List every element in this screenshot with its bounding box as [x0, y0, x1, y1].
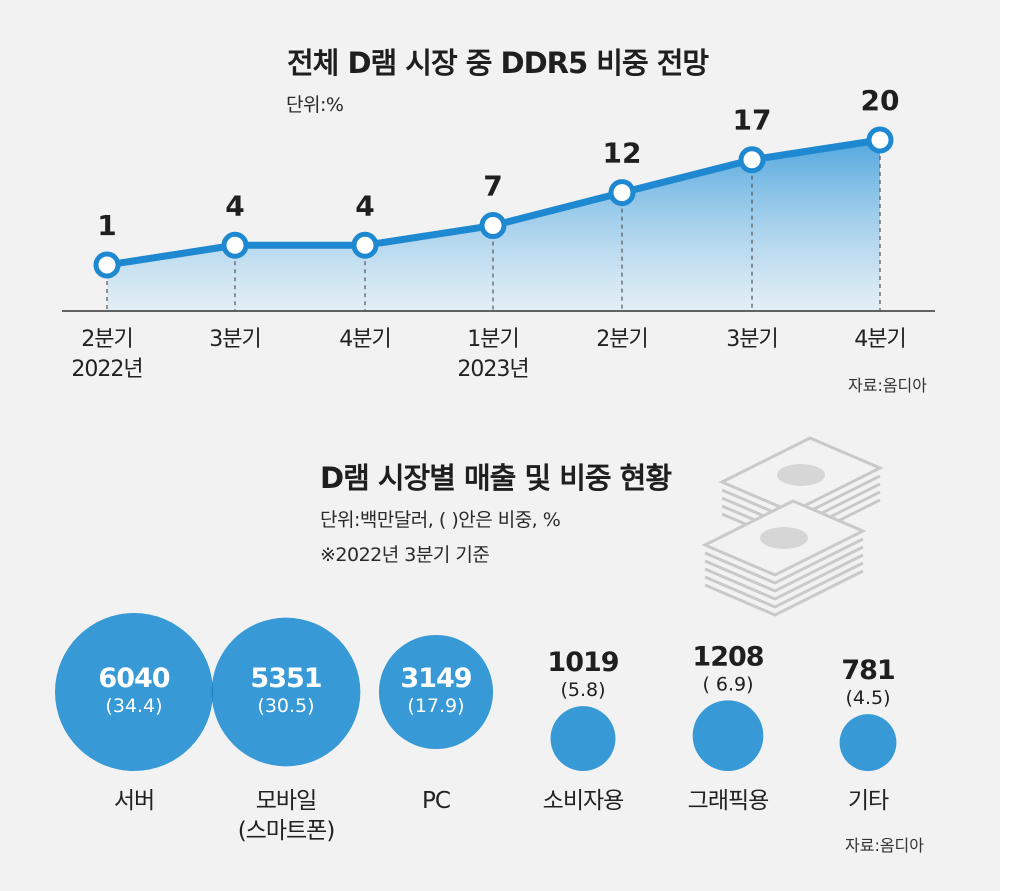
data-point [738, 146, 766, 174]
x-tick-label: 3분기 [726, 327, 777, 352]
bubble-category-label: PC [422, 788, 450, 814]
data-point [221, 231, 249, 259]
bubble-category-label: 모바일 [256, 788, 316, 814]
data-point [608, 179, 636, 207]
bubble-category-label: (스마트폰) [238, 818, 335, 844]
data-label: 20 [861, 84, 900, 117]
bubble-chart-title: D램 시장별 매출 및 비중 현황 [320, 461, 672, 495]
line-chart-title: 전체 D램 시장 중 DDR5 비중 전망 [287, 46, 709, 80]
bubble-category-label: 그래픽용 [688, 788, 769, 814]
bubble-category-label: 소비자용 [543, 788, 624, 814]
data-label: 1 [97, 209, 116, 242]
bubble-value-label: 1208 [692, 641, 763, 672]
bubble-category-label: 기타 [848, 788, 889, 814]
data-point [866, 126, 894, 154]
bubble-share-label: (34.4) [105, 695, 162, 717]
bubble-share-label: (17.9) [407, 695, 464, 717]
bubble [378, 634, 494, 750]
bubble-value-label: 3149 [400, 663, 471, 694]
bubble-share-label: (4.5) [845, 687, 890, 709]
data-label: 12 [603, 137, 642, 170]
x-tick-label: 2023년 [457, 357, 528, 382]
bubble [211, 617, 361, 767]
bubble-chart-note: ※2022년 3분기 기준 [320, 544, 490, 566]
bubble-chart-source: 자료:옴디아 [845, 836, 924, 855]
line-chart-source: 자료:옴디아 [848, 376, 927, 395]
data-point [93, 251, 121, 279]
data-point [479, 212, 507, 240]
line-chart-unit: 단위:% [286, 94, 344, 116]
data-label: 7 [483, 170, 502, 203]
bubble-value-label: 781 [841, 655, 894, 686]
x-tick-label: 2022년 [71, 357, 142, 382]
x-tick-label: 4분기 [339, 327, 390, 352]
bubble-category-label: 서버 [114, 788, 154, 814]
bubble-share-label: ( 6.9) [702, 673, 753, 695]
bubble [55, 613, 213, 771]
data-label: 17 [733, 104, 772, 137]
x-tick-label: 3분기 [209, 327, 260, 352]
x-tick-label: 4분기 [854, 327, 905, 352]
bubble-value-label: 1019 [547, 647, 618, 678]
bubble [839, 714, 897, 771]
page-margin [1000, 0, 1009, 891]
bubble-value-label: 5351 [250, 663, 321, 694]
data-label: 4 [225, 189, 244, 222]
bubble [692, 700, 764, 771]
data-point [351, 231, 379, 259]
x-tick-label: 2분기 [81, 327, 132, 352]
bubble-share-label: (30.5) [257, 695, 314, 717]
x-tick-label: 2분기 [596, 327, 647, 352]
bubble-overlap [211, 681, 214, 703]
x-tick-label: 1분기 [467, 327, 518, 352]
data-label: 4 [355, 189, 374, 222]
bubble [550, 706, 616, 771]
bubble-value-label: 6040 [98, 663, 169, 694]
bubble-share-label: (5.8) [560, 679, 605, 701]
bubble-chart-unit: 단위:백만달러, ( )안은 비중, % [320, 509, 561, 531]
